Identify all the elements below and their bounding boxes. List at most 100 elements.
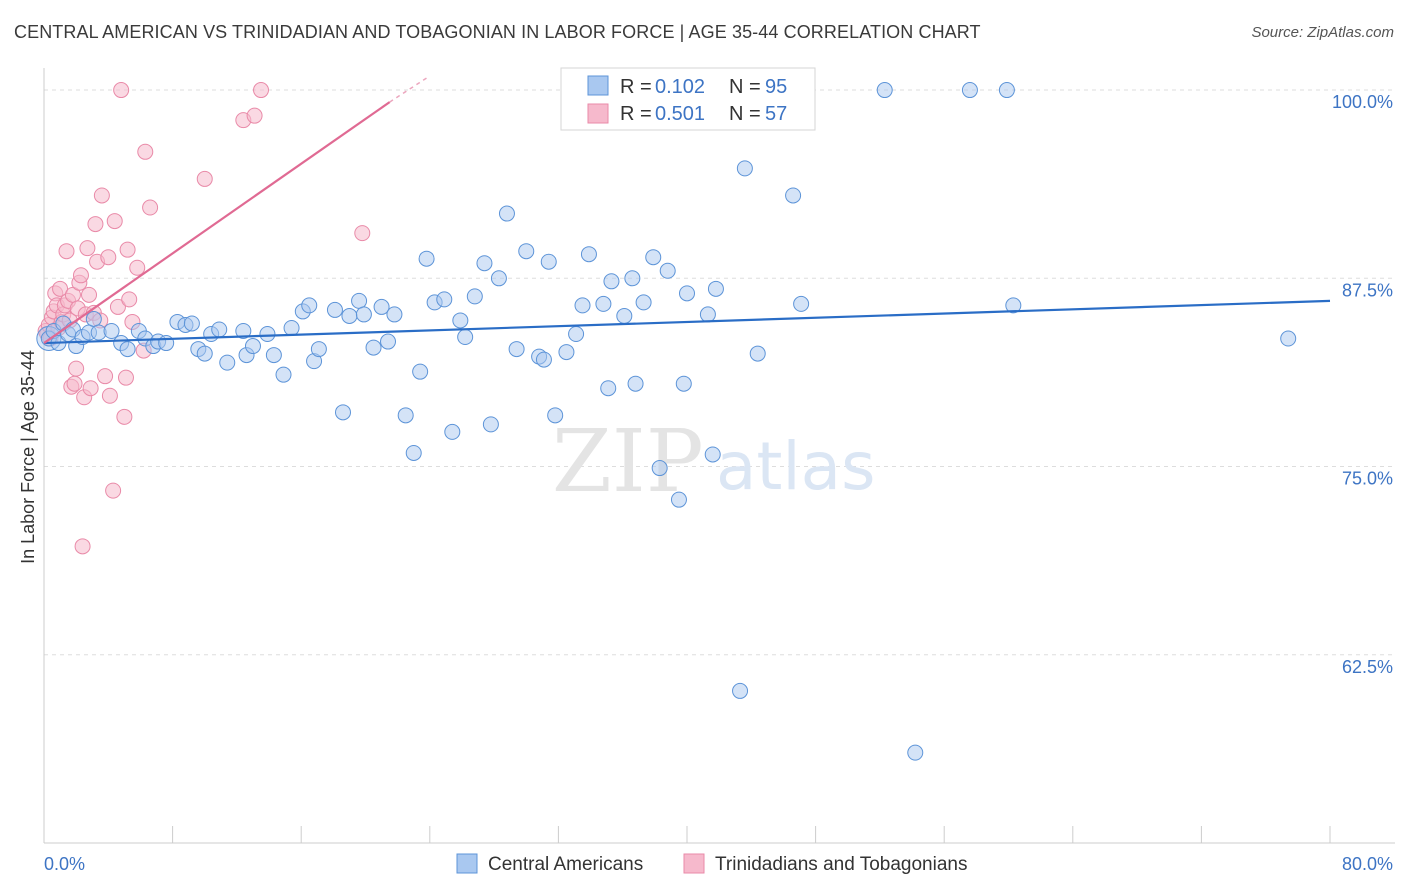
trinidadian-point	[117, 369, 134, 386]
central-american-point	[490, 270, 507, 287]
central-american-point	[265, 347, 282, 364]
central-american-point	[275, 366, 292, 383]
central-american-point	[196, 345, 213, 362]
legend-n-label-1: N =	[729, 76, 761, 98]
central-american-point	[568, 326, 585, 343]
central-american-point	[259, 326, 276, 343]
trinidadian-point	[142, 199, 159, 216]
central-american-point	[732, 682, 749, 699]
central-american-point	[580, 246, 597, 263]
central-american-point	[1280, 330, 1297, 347]
central-american-point	[600, 380, 617, 397]
central-american-point	[736, 160, 753, 177]
trinidadian-point	[66, 375, 83, 392]
central-american-point	[211, 321, 228, 338]
axes	[43, 68, 1395, 844]
bottom-legend-label-pink: Trinidadians and Tobagonians	[715, 854, 967, 875]
central-american-point	[876, 82, 893, 99]
central-american-point	[436, 291, 453, 308]
y-tick-label: 100.0%	[1332, 92, 1393, 112]
central-american-point	[283, 319, 300, 336]
trinidadian-point	[354, 225, 371, 242]
bottom-legend-label-blue: Central Americans	[488, 854, 643, 875]
x-tick-label-min: 0.0%	[44, 854, 85, 874]
central-american-point	[219, 354, 236, 371]
legend-r-value-2: 0.501	[655, 103, 705, 125]
trinidadian-point	[121, 291, 138, 308]
central-american-point	[675, 375, 692, 392]
trinidadian-point	[74, 538, 91, 555]
y-axis-label: In Labor Force | Age 35-44	[18, 350, 38, 564]
trinidadian-point	[79, 240, 96, 257]
legend-swatch-pink	[587, 103, 609, 124]
central-american-point	[482, 416, 499, 433]
central-american-point	[961, 82, 978, 99]
trinidadian-point	[93, 187, 110, 204]
central-american-point	[616, 307, 633, 324]
trinidadian-point	[246, 107, 263, 124]
central-american-point	[457, 329, 474, 346]
central-american-point	[508, 341, 525, 358]
trinidadian-point	[87, 216, 104, 233]
central-american-point	[452, 312, 469, 329]
trinidadians-trend-line	[43, 101, 391, 344]
trinidadian-point	[253, 82, 270, 99]
legend-n-value-2: 57	[765, 103, 787, 125]
trinidadian-point	[106, 213, 123, 230]
central-american-point	[1005, 297, 1022, 314]
legend-swatch-blue	[587, 75, 609, 96]
central-american-point	[386, 306, 403, 323]
central-american-point	[351, 292, 368, 309]
central-american-point	[699, 306, 716, 323]
central-american-point	[574, 297, 591, 314]
central-american-point	[85, 310, 102, 327]
central-american-point	[679, 285, 695, 302]
central-american-point	[651, 460, 668, 477]
central-american-point	[547, 407, 564, 424]
central-american-point	[365, 339, 382, 356]
central-american-point	[540, 253, 557, 270]
trinidadian-point	[105, 482, 122, 499]
central-american-point	[373, 298, 390, 315]
central-american-point	[624, 270, 641, 287]
bottom-legend: Central Americans Trinidadians and Tobag…	[456, 853, 967, 875]
bottom-legend-swatch-blue	[456, 853, 478, 874]
trinidadian-point	[82, 380, 99, 397]
legend-r-label-1: R =	[620, 76, 652, 98]
central-americans-trend-line	[43, 299, 1331, 345]
trinidadian-point	[100, 249, 117, 266]
x-tick-label-max: 80.0%	[1342, 854, 1393, 874]
trinidadian-point	[101, 387, 118, 404]
trinidadian-point	[116, 408, 133, 425]
trinidadian-point	[58, 243, 75, 260]
trinidadian-point	[97, 368, 114, 385]
central-american-point	[119, 341, 136, 358]
central-american-point	[518, 243, 535, 260]
bottom-legend-swatch-pink	[683, 853, 705, 874]
trinidadian-point	[196, 170, 213, 187]
central-american-point	[183, 315, 200, 332]
central-american-point	[405, 444, 422, 461]
central-american-point	[334, 404, 351, 421]
central-american-point	[326, 301, 343, 318]
central-american-point	[707, 280, 724, 297]
trinidadian-point	[137, 143, 154, 160]
central-american-point	[793, 295, 810, 312]
central-american-point	[645, 249, 662, 266]
legend: R = 0.102 N = 95 R = 0.501 N = 57	[560, 67, 816, 131]
central-american-point	[603, 273, 620, 290]
trinidadian-point	[52, 280, 69, 297]
y-tick-label: 75.0%	[1342, 469, 1393, 489]
central-american-point	[380, 333, 397, 350]
central-american-point	[635, 294, 652, 311]
central-american-point	[418, 250, 435, 267]
central-american-point	[355, 306, 372, 323]
y-tick-label: 62.5%	[1342, 657, 1393, 677]
central-american-point	[704, 446, 721, 463]
legend-n-label-2: N =	[729, 103, 761, 125]
central-american-point	[412, 363, 429, 380]
trinidadian-point	[72, 267, 89, 284]
central-american-point	[498, 205, 515, 222]
chart-title: CENTRAL AMERICAN VS TRINIDADIAN AND TOBA…	[14, 22, 981, 42]
legend-r-value-1: 0.102	[655, 76, 705, 98]
